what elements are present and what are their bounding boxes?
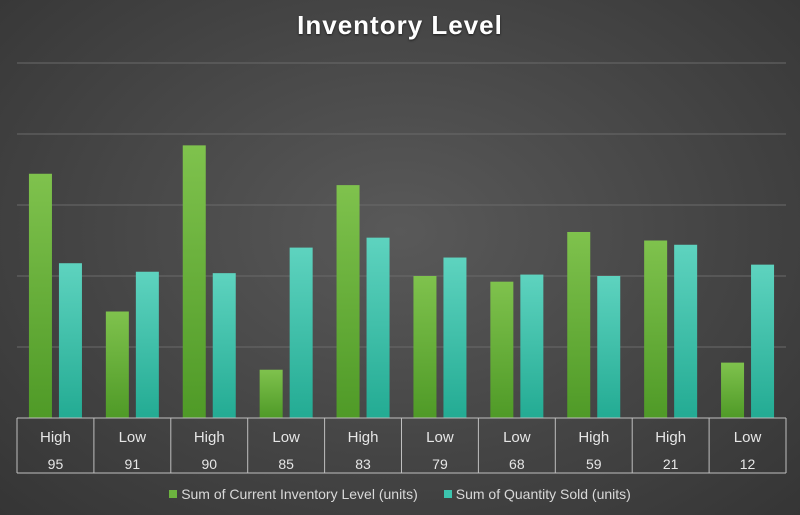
bar-inventory — [413, 276, 437, 418]
chart-title: Inventory Level — [297, 10, 503, 40]
tick-label-id: 12 — [740, 456, 756, 472]
legend: Sum of Current Inventory Level (units) S… — [0, 486, 800, 502]
bar-inventory — [28, 173, 52, 418]
bar-quantity-sold — [520, 274, 544, 418]
legend-swatch-inventory — [169, 490, 178, 498]
tick-label-id: 95 — [48, 456, 64, 472]
bar-inventory — [182, 145, 206, 419]
bar-quantity-sold — [58, 263, 82, 418]
bar-inventory — [490, 281, 514, 418]
tick-label-level: Low — [503, 429, 531, 446]
bar-quantity-sold — [443, 257, 467, 418]
tick-label-id: 85 — [278, 456, 294, 472]
tick-label-level: Low — [426, 429, 454, 446]
tick-label-id: 21 — [663, 456, 679, 472]
legend-label-quantity-sold: Sum of Quantity Sold (units) — [455, 486, 631, 502]
tick-label-id: 91 — [125, 456, 141, 472]
tick-label-level: High — [578, 429, 609, 446]
legend-item-inventory: Sum of Current Inventory Level (units) — [169, 486, 418, 502]
tick-label-level: High — [655, 429, 686, 446]
bar-inventory — [336, 185, 360, 418]
legend-item-quantity-sold: Sum of Quantity Sold (units) — [443, 486, 631, 502]
tick-label-level: Low — [272, 429, 300, 446]
bar-inventory — [721, 362, 745, 418]
tick-label-id: 83 — [355, 456, 371, 472]
tick-label-level: High — [348, 429, 379, 446]
tick-label-level: High — [194, 429, 225, 446]
bar-quantity-sold — [674, 244, 698, 418]
legend-swatch-quantity-sold — [443, 490, 452, 498]
bar-quantity-sold — [135, 271, 159, 418]
bar-inventory — [567, 231, 591, 418]
bar-quantity-sold — [751, 264, 775, 418]
tick-label-level: Low — [119, 429, 147, 446]
bar-inventory — [259, 369, 283, 418]
tick-label-id: 79 — [432, 456, 448, 472]
legend-label-inventory: Sum of Current Inventory Level (units) — [181, 486, 418, 502]
bar-quantity-sold — [289, 247, 313, 418]
bar-quantity-sold — [212, 273, 236, 418]
bar-quantity-sold — [366, 237, 390, 418]
tick-label-level: High — [40, 429, 71, 446]
bar-inventory — [105, 311, 129, 418]
tick-label-id: 59 — [586, 456, 602, 472]
bar-quantity-sold — [597, 276, 621, 418]
tick-label-id: 90 — [201, 456, 217, 472]
tick-label-level: Low — [734, 429, 762, 446]
tick-label-id: 68 — [509, 456, 525, 472]
bar-inventory — [644, 240, 668, 418]
